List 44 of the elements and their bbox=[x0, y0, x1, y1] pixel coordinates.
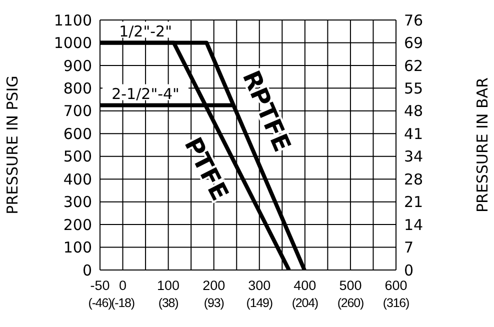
x-tick-label: 300 bbox=[248, 278, 271, 293]
x-tick-label: 0 bbox=[119, 278, 127, 293]
x2-tick-label: (260) bbox=[337, 296, 364, 310]
y2-tick-label: 55 bbox=[404, 79, 424, 98]
y-tick-label: 700 bbox=[63, 102, 92, 120]
x2-tick-label: (38) bbox=[158, 296, 179, 310]
x2-tick-label: (316) bbox=[382, 296, 410, 310]
y2-tick-label: 76 bbox=[404, 11, 424, 30]
x-tick-label: -50 bbox=[90, 278, 110, 293]
x-tick-label: 600 bbox=[384, 278, 408, 293]
y2-tick-label: 28 bbox=[404, 170, 424, 188]
x-tick-label: 200 bbox=[202, 278, 226, 293]
y2-tick-label: 48 bbox=[404, 102, 424, 120]
x-tick-label: 400 bbox=[294, 278, 316, 293]
x2-tick-label: (-46) bbox=[88, 296, 112, 310]
y-axis-title: PRESSURE IN PSIG bbox=[3, 76, 22, 214]
y-tick-label: 0 bbox=[82, 261, 92, 280]
y2-tick-label: 41 bbox=[404, 124, 424, 143]
y-tick-label: 600 bbox=[63, 124, 92, 143]
y2-tick-label: 0 bbox=[404, 261, 414, 280]
x-tick-label: 500 bbox=[339, 278, 362, 293]
y-tick-label: 100 bbox=[63, 238, 92, 257]
y2-tick-label: 14 bbox=[404, 216, 424, 234]
y-tick-label: 300 bbox=[63, 193, 92, 212]
y2-tick-label: 62 bbox=[404, 56, 424, 75]
annotation: 2-1/2"-4" bbox=[112, 85, 180, 104]
y-tick-label: 200 bbox=[63, 216, 92, 234]
x2-tick-label: (204) bbox=[292, 296, 318, 310]
y-tick-label: 800 bbox=[63, 80, 92, 98]
y-tick-label: 900 bbox=[63, 56, 92, 75]
y2-tick-label: 7 bbox=[404, 238, 414, 257]
y-tick-label: 400 bbox=[63, 170, 92, 188]
y-tick-label: 500 bbox=[63, 148, 92, 166]
x2-tick-label: (-18) bbox=[111, 296, 135, 310]
annotation: 1/2"-2" bbox=[119, 22, 172, 41]
y2-tick-label: 69 bbox=[404, 34, 424, 52]
y2-tick-label: 34 bbox=[404, 148, 424, 166]
x2-tick-label: (149) bbox=[246, 296, 273, 310]
y2-axis-title: PRESSURE IN BAR bbox=[473, 77, 492, 213]
x2-tick-label: (93) bbox=[204, 296, 224, 310]
y-tick-label: 1100 bbox=[54, 11, 92, 30]
y-tick-label: 1000 bbox=[54, 34, 92, 52]
x-tick-label: 100 bbox=[157, 278, 180, 293]
y2-tick-label: 21 bbox=[404, 193, 424, 212]
